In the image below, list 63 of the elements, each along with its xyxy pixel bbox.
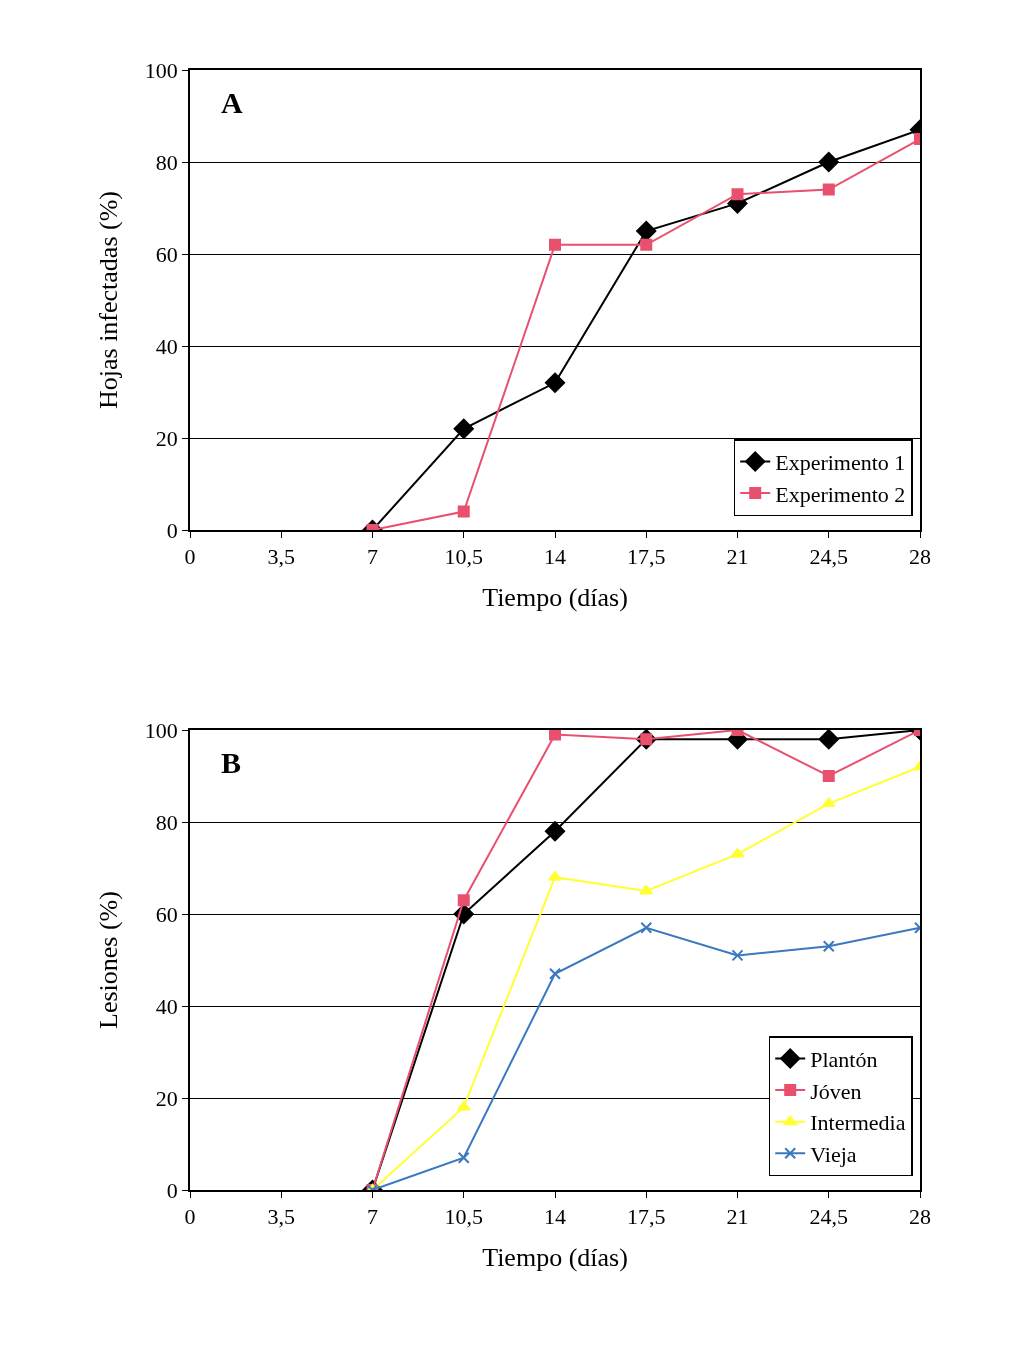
point: [818, 151, 839, 173]
y-tick-label: 40: [155, 993, 178, 1019]
legend-label: Experimento 2: [775, 481, 906, 507]
x-axis-title: Tiempo (días): [482, 583, 628, 613]
x-tick-label: 17,5: [627, 544, 666, 570]
point: [822, 940, 835, 953]
point: [457, 505, 470, 518]
legend-label: Jóven: [810, 1078, 862, 1104]
y-tick-label: 20: [155, 1085, 178, 1111]
point: [821, 797, 836, 808]
x-tick-label: 7: [367, 544, 378, 570]
point: [822, 770, 835, 782]
point: [549, 730, 561, 741]
point: [731, 949, 744, 962]
point: [453, 418, 474, 439]
x-tick-label: 28: [909, 544, 931, 570]
point: [822, 183, 835, 196]
y-tick-label: 100: [144, 717, 178, 743]
x-tick-label: 3,5: [267, 544, 295, 570]
y-tick-label: 0: [166, 1177, 178, 1203]
x-tick-label: 3,5: [267, 1204, 295, 1230]
point: [549, 967, 561, 980]
x-tick-label: 14: [544, 1204, 566, 1230]
y-tick-label: 20: [155, 425, 178, 451]
x-tick-label: 0: [184, 1204, 196, 1230]
x-tick-label: 24,5: [809, 544, 848, 570]
x-tick-label: 7: [367, 1204, 378, 1230]
x-tick-label: 0: [184, 544, 196, 570]
y-axis-title: Lesiones (%): [93, 891, 123, 1029]
x-tick-label: 14: [544, 544, 566, 570]
point: [731, 188, 744, 201]
point: [457, 894, 470, 907]
text: A: [221, 86, 243, 119]
y-tick-label: 60: [155, 901, 178, 927]
x-tick-label: 21: [726, 1204, 749, 1230]
y-tick-label: 0: [166, 517, 178, 543]
point: [636, 220, 657, 242]
point: [640, 921, 653, 934]
y-tick-label: 80: [155, 809, 178, 835]
x-tick-label: 28: [909, 1204, 931, 1230]
y-tick-label: 100: [144, 57, 178, 83]
x-tick-label: 10,5: [444, 1204, 483, 1230]
point: [544, 821, 566, 842]
x-tick-label: 21: [726, 544, 749, 570]
legend-label: Experimento 1: [775, 450, 906, 476]
x-axis-title: Tiempo (días): [482, 1243, 628, 1273]
point: [544, 372, 566, 393]
y-tick-label: 40: [155, 333, 178, 359]
y-tick-label: 80: [155, 149, 178, 175]
x-tick-label: 24,5: [809, 1204, 848, 1230]
point: [457, 1151, 470, 1164]
point: [640, 238, 653, 251]
y-tick-label: 60: [155, 241, 178, 267]
x-tick-label: 17,5: [627, 1204, 666, 1230]
legend-label: Intermedia: [810, 1110, 906, 1136]
point: [549, 238, 561, 251]
text: B: [221, 746, 242, 779]
point: [548, 871, 562, 881]
legend-label: Vieja: [810, 1141, 857, 1167]
y-axis-title: Hojas infectadas (%): [93, 190, 123, 410]
point: [818, 730, 839, 750]
x-tick-label: 10,5: [444, 544, 483, 570]
legend-label: Plantón: [810, 1047, 878, 1073]
